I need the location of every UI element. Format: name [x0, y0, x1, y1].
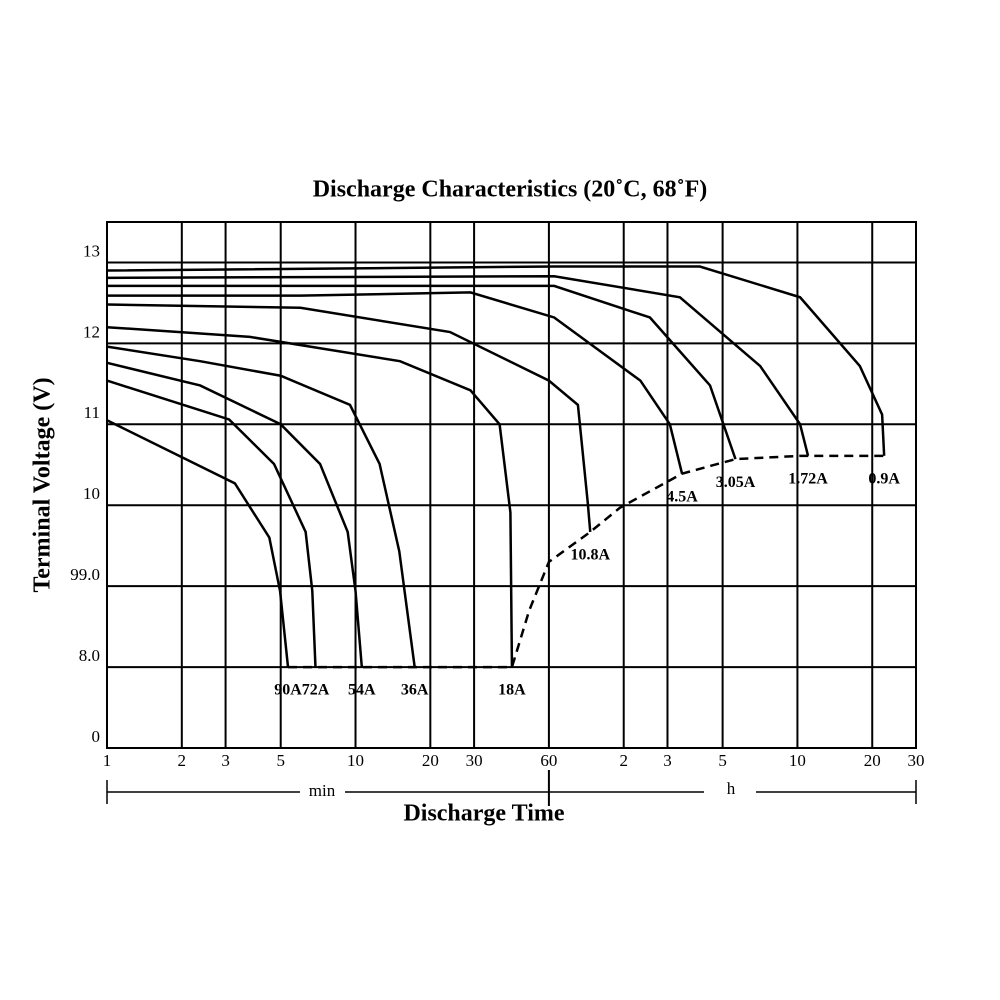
discharge-curve: [106, 274, 810, 457]
discharge-curve: [106, 345, 416, 668]
x-tick-label: 10: [347, 751, 364, 770]
series-label: 18A: [498, 682, 526, 699]
x-tick-label: 2: [178, 751, 187, 770]
y-axis-title: Terminal Voltage (V): [30, 377, 56, 592]
x-tick-label: 5: [276, 751, 285, 770]
x-tick-label: 1: [103, 751, 112, 770]
x-tick-label: 60: [540, 751, 557, 770]
series-label: 10.8A: [570, 547, 610, 564]
y-tick-label: 12: [83, 322, 100, 341]
x-tick-label: 2: [619, 751, 628, 770]
discharge-curve: [106, 303, 592, 533]
discharge-curve: [106, 325, 514, 668]
x-tick-label: 10: [789, 751, 806, 770]
x-tick-label: 30: [908, 751, 925, 770]
series-label: 36A: [401, 682, 429, 699]
y-tick-label: 11: [84, 403, 100, 422]
discharge-curve: [106, 379, 317, 668]
series-label: 54A: [348, 682, 376, 699]
series-label: 72A: [302, 682, 330, 699]
y-tick-label: 99.0: [70, 565, 100, 584]
discharge-curve: [106, 361, 364, 668]
x-tick-label: 3: [663, 751, 672, 770]
series-label: 4.5A: [666, 488, 698, 505]
series-label: 0.9A: [868, 471, 900, 488]
x-unit-label: h: [727, 779, 736, 798]
discharge-curve: [106, 419, 290, 668]
discharge-curve: [106, 265, 886, 456]
series-label: 3.05A: [716, 474, 756, 491]
chart-title: Discharge Characteristics (20˚C, 68˚F): [313, 177, 708, 203]
y-tick-label: 8.0: [79, 646, 100, 665]
discharge-curve: [107, 284, 737, 460]
discharge-curve: [107, 291, 684, 474]
unit-bracket: [106, 780, 917, 804]
x-tick-label: 20: [864, 751, 881, 770]
x-tick-label: 3: [221, 751, 230, 770]
y-tick-label: 13: [83, 241, 100, 260]
series-label: 1.72A: [788, 471, 828, 488]
x-axis-title: Discharge Time: [403, 801, 564, 827]
x-tick-label: 5: [718, 751, 727, 770]
end-voltage-line: [288, 454, 885, 669]
y-tick-label: 10: [83, 484, 100, 503]
x-tick-label: 20: [422, 751, 439, 770]
x-unit-label: min: [309, 781, 336, 800]
series-label: 90A: [274, 682, 302, 699]
y-tick-label: 0: [92, 727, 101, 746]
x-tick-label: 30: [466, 751, 483, 770]
